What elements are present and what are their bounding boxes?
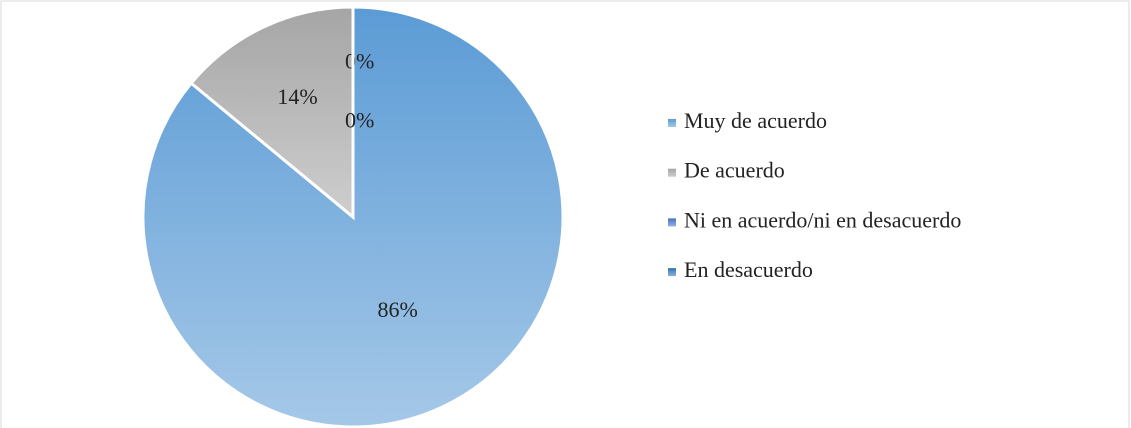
legend-marker	[668, 218, 676, 227]
legend-marker	[668, 268, 676, 277]
data-label: 14%	[277, 84, 317, 109]
pie-slice	[189, 5, 355, 221]
legend-marker	[668, 168, 676, 177]
legend-label: De acuerdo	[684, 158, 785, 183]
legend-label: Muy de acuerdo	[684, 108, 827, 133]
data-label: 86%	[378, 297, 418, 322]
legend-label: Ni en acuerdo/ni en desacuerdo	[684, 207, 961, 232]
data-label: 0%	[345, 49, 374, 74]
legend-label: En desacuerdo	[684, 257, 813, 282]
pie-slice	[141, 5, 565, 428]
legend-marker	[668, 119, 676, 127]
data-label: 0%	[345, 108, 374, 133]
